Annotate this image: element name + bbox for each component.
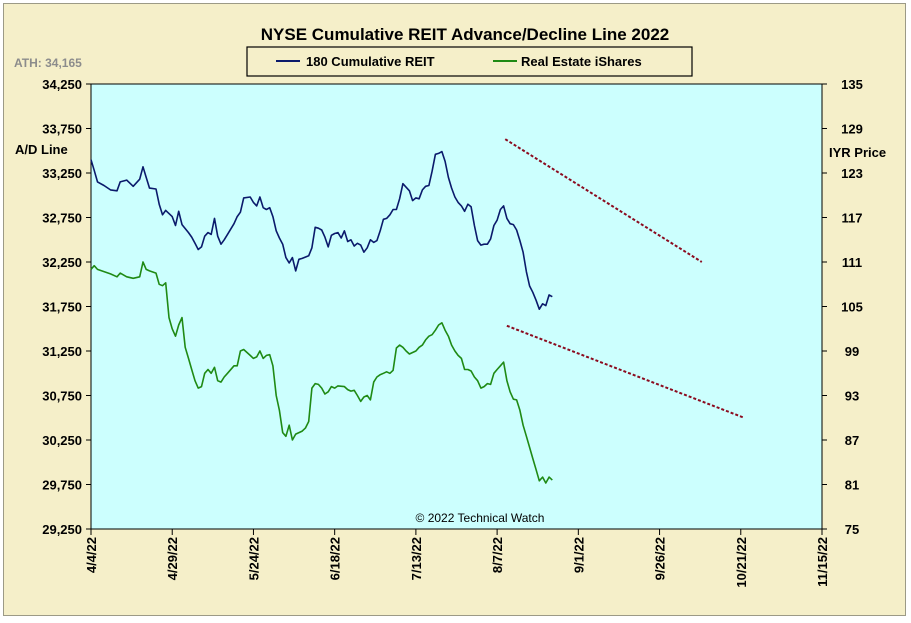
right-tick-label: 105 <box>841 300 863 315</box>
right-axis: 135 129 123 117 111 105 99 93 87 81 75 <box>822 77 863 537</box>
trendline-1 <box>504 138 703 263</box>
legend-label-iyr: Real Estate iShares <box>521 54 642 69</box>
right-tick-label: 135 <box>841 77 863 92</box>
left-tick-label: 30,250 <box>42 433 82 448</box>
reit-ad-line <box>90 150 553 311</box>
x-tick-label: 4/29/22 <box>165 537 180 580</box>
right-tick-label: 75 <box>845 522 859 537</box>
left-tick-label: 30,750 <box>42 389 82 404</box>
right-tick-label: 93 <box>845 389 859 404</box>
plot-area <box>90 83 823 530</box>
x-tick-label: 11/15/22 <box>815 537 830 587</box>
left-tick-label: 34,250 <box>42 77 82 92</box>
left-axis-label: A/D Line <box>15 142 68 157</box>
left-tick-label: 29,750 <box>42 478 82 493</box>
legend-label-reit: 180 Cumulative REIT <box>306 54 435 69</box>
right-tick-label: 111 <box>842 255 862 270</box>
left-tick-label: 32,750 <box>42 211 82 226</box>
right-axis-label: IYR Price <box>829 145 886 160</box>
left-tick-label: 31,750 <box>42 300 82 315</box>
right-tick-label: 99 <box>845 344 859 359</box>
x-tick-label: 10/21/22 <box>734 537 749 588</box>
left-axis: 34,250 33,750 33,250 32,750 32,250 31,750 31,2… <box>42 77 91 537</box>
x-tick-label: 7/13/22 <box>409 537 424 580</box>
right-tick-label: 81 <box>845 478 859 493</box>
series-lines <box>90 150 553 484</box>
right-tick-label: 87 <box>845 433 859 448</box>
ath-label: ATH: 34,165 <box>14 56 82 70</box>
right-tick-label: 129 <box>841 122 863 137</box>
left-tick-label: 32,250 <box>42 255 82 270</box>
x-tick-label: 6/18/22 <box>328 537 343 580</box>
chart-title: NYSE Cumulative REIT Advance/Decline Lin… <box>261 25 669 44</box>
left-tick-label: 33,250 <box>42 166 82 181</box>
x-tick-label: 9/1/22 <box>571 537 586 573</box>
right-tick-label: 123 <box>841 166 863 181</box>
right-tick-label: 117 <box>842 211 863 226</box>
x-tick-label: 5/24/22 <box>246 537 261 580</box>
trendline-2 <box>506 324 745 419</box>
copyright-text: © 2022 Technical Watch <box>416 511 545 525</box>
left-tick-label: 31,250 <box>42 344 82 359</box>
iyr-price-line <box>90 261 553 484</box>
legend-box <box>246 46 693 77</box>
left-tick-label: 33,750 <box>42 122 82 137</box>
x-tick-label: 9/26/22 <box>653 537 668 580</box>
left-tick-label: 29,250 <box>42 522 82 537</box>
legend: 180 Cumulative REIT Real Estate iShares <box>246 46 693 77</box>
x-axis: 4/4/22 4/29/22 5/24/22 6/18/22 7/13/22 8/7/22… <box>84 529 830 588</box>
trendlines <box>504 138 745 419</box>
x-tick-label: 4/4/22 <box>84 537 99 573</box>
x-tick-label: 8/7/22 <box>490 537 505 573</box>
